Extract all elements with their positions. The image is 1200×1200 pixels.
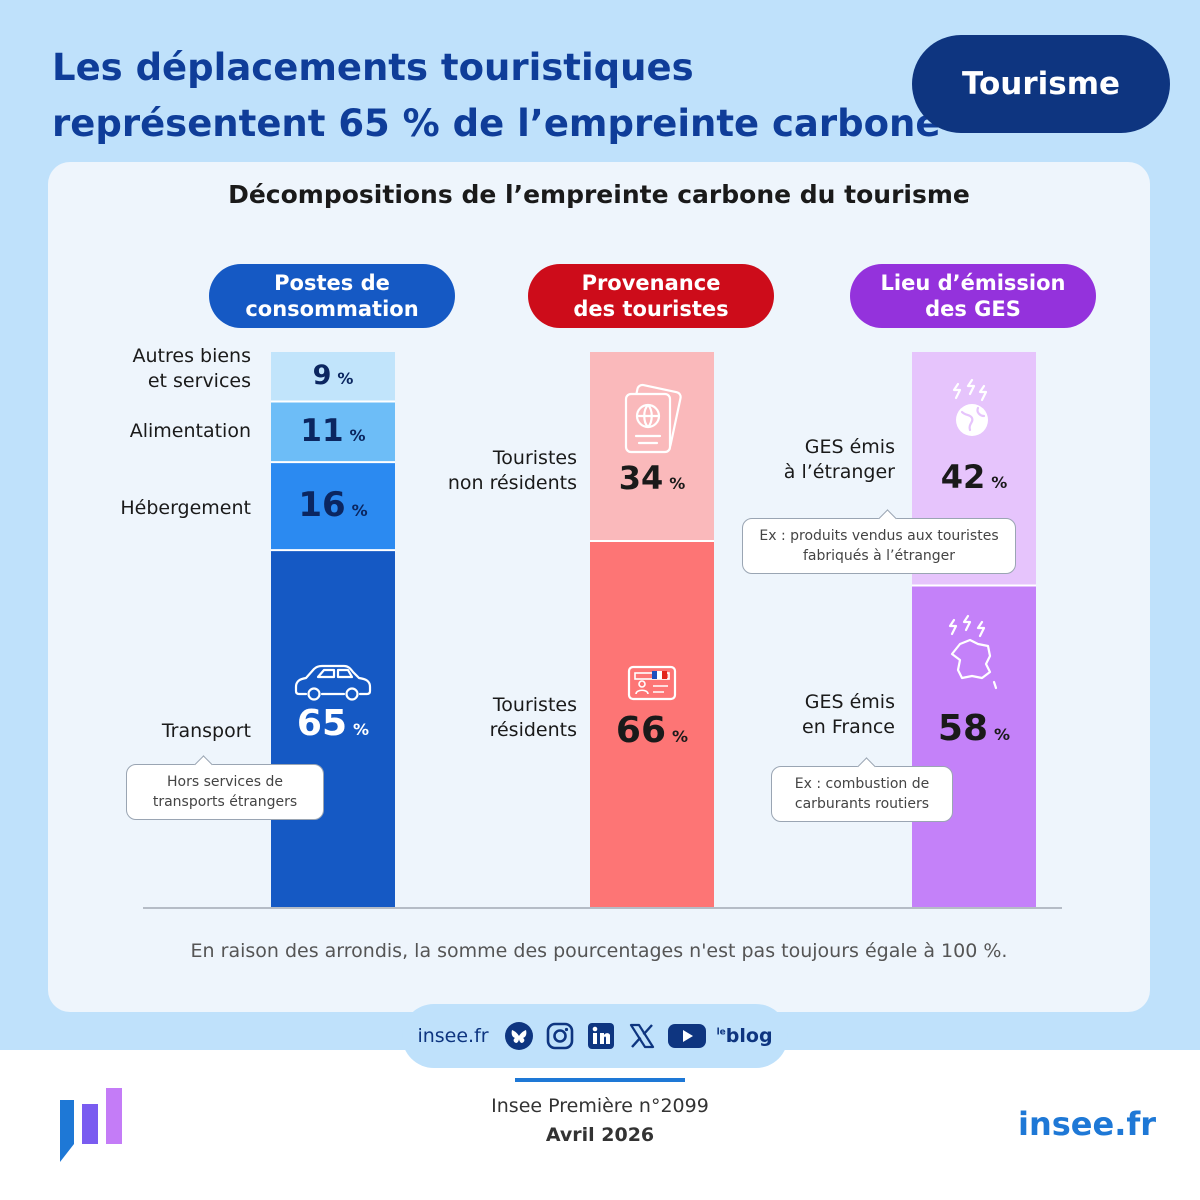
social-site-link[interactable]: insee.fr: [417, 1025, 489, 1047]
category-label-line: et services: [147, 369, 251, 392]
publication-date: Avril 2026: [545, 1124, 655, 1146]
chart-card: Décompositions de l’empreinte carbone du…: [48, 162, 1150, 1012]
value-label-postes-3: 16%: [271, 485, 395, 525]
category-label-line: en France: [802, 715, 895, 738]
note-france-line-1: Ex : combustion de: [794, 776, 930, 792]
publication-info: Insee Première n°2099 Avril 2026: [400, 1092, 800, 1150]
value-number: 34: [618, 458, 664, 497]
category-label-line: Hébergement: [120, 496, 251, 519]
bar-provenance-2: [590, 541, 714, 908]
value-unit: %: [349, 425, 366, 445]
value-number: 65: [296, 703, 348, 745]
note-transport-line-2: transports étrangers: [152, 794, 298, 810]
category-label-line: Touristes: [492, 446, 577, 469]
value-label-provenance-2: 66%: [590, 710, 714, 751]
value-number: 9: [312, 360, 332, 392]
value-unit: %: [672, 726, 689, 746]
value-number: 42: [940, 458, 986, 497]
insee-logo: [60, 1088, 122, 1162]
value-label-postes-4: 65%: [271, 703, 395, 744]
value-number: 16: [298, 485, 346, 526]
note-transport-line-1: Hors services de: [167, 774, 283, 790]
category-label-line: Touristes: [492, 693, 577, 716]
pill-postes-line-1: Postes de: [274, 271, 390, 295]
car-icon: [294, 664, 372, 701]
headline: Les déplacements touristiques représente…: [52, 40, 941, 152]
note-etranger-line-1: Ex : produits vendus aux touristes: [759, 528, 999, 544]
publication-series: Insee Première n°2099: [491, 1095, 709, 1117]
blog-link[interactable]: leblog: [717, 1025, 773, 1047]
france-emissions-icon: [948, 614, 998, 690]
linkedin-icon[interactable]: [586, 1021, 616, 1051]
value-number: 11: [300, 412, 344, 449]
note-france-line-2: carburants routiers: [794, 796, 930, 812]
blog-label: blog: [725, 1025, 773, 1047]
value-label-lieu-1: 42%: [912, 458, 1036, 496]
footnote: En raison des arrondis, la somme des pou…: [190, 940, 1008, 962]
bar-postes-3: [271, 462, 395, 551]
note-ges-france: Ex : combustion de carburants routiers: [771, 766, 953, 822]
id-card-icon: [627, 665, 677, 701]
category-label-line: GES émis: [804, 690, 895, 713]
category-label-postes-3: Hébergement: [120, 496, 251, 521]
category-label-postes-2: Alimentation: [130, 419, 251, 444]
category-label-postes-1: Autres biens et services: [133, 344, 251, 394]
chart-title: Décompositions de l’empreinte carbone du…: [228, 180, 970, 209]
category-label-line: Autres biens: [132, 344, 251, 367]
category-label-line: non résidents: [447, 471, 577, 494]
pill-lieu-emission: Lieu d’émission des GES: [850, 264, 1096, 328]
topic-badge[interactable]: Tourisme: [912, 35, 1170, 133]
pill-lieu-line-1: Lieu d’émission: [880, 271, 1066, 295]
x-icon[interactable]: [627, 1021, 657, 1051]
bar-postes-1: [271, 352, 395, 402]
note-etranger-line-2: fabriqués à l’étranger: [802, 548, 956, 564]
pill-lieu-line-2: des GES: [925, 297, 1021, 321]
headline-line-2: représentent 65 % de l’empreinte carbone: [52, 102, 941, 145]
bar-postes-2: [271, 401, 395, 463]
value-label-postes-2: 11%: [271, 413, 395, 449]
category-label-lieu-2: GES émis en France: [802, 690, 895, 740]
bluesky-icon[interactable]: [504, 1021, 534, 1051]
value-label-lieu-2: 58%: [912, 708, 1036, 749]
value-unit: %: [991, 473, 1008, 493]
value-unit: %: [994, 725, 1011, 745]
bar-lieu-2: [912, 585, 1036, 908]
pill-provenance-line-2: des touristes: [573, 297, 729, 321]
passport-icon: [624, 383, 682, 454]
category-label-line: Alimentation: [129, 420, 251, 443]
pill-postes-line-2: consommation: [245, 297, 419, 321]
globe-emissions-icon: [952, 378, 988, 436]
value-unit: %: [351, 501, 368, 521]
category-label-line: Transport: [161, 720, 251, 742]
category-label-provenance-1: Touristes non résidents: [448, 446, 577, 496]
value-number: 66: [615, 709, 667, 751]
category-label-line: à l’étranger: [783, 461, 895, 484]
category-label-provenance-2: Touristes résidents: [490, 693, 577, 743]
social-bar: insee.fr leblog: [402, 1004, 788, 1068]
category-label-line: résidents: [489, 718, 577, 741]
value-unit: %: [353, 720, 370, 740]
pill-provenance-line-1: Provenance: [581, 271, 721, 295]
youtube-icon[interactable]: [667, 1021, 706, 1051]
pill-postes-consommation: Postes de consommation: [209, 264, 455, 328]
pill-provenance-touristes: Provenance des touristes: [528, 264, 774, 328]
category-label-lieu-1: GES émis à l’étranger: [784, 435, 895, 485]
brand-link[interactable]: insee.fr: [1018, 1105, 1157, 1143]
bar-postes-4: [271, 550, 395, 908]
blog-prefix: le: [716, 1027, 726, 1038]
category-label-line: GES émis: [804, 436, 895, 459]
value-unit: %: [337, 369, 354, 389]
instagram-icon[interactable]: [545, 1021, 575, 1051]
note-ges-etranger: Ex : produits vendus aux touristes fabri…: [742, 518, 1016, 574]
category-label-postes-4: Transport: [162, 719, 251, 744]
publication-rule: [515, 1078, 685, 1082]
headline-line-1: Les déplacements touristiques: [52, 46, 694, 89]
value-number: 58: [937, 708, 989, 750]
value-label-postes-1: 9%: [271, 360, 395, 391]
note-transport: Hors services de transports étrangers: [126, 764, 324, 820]
value-unit: %: [669, 473, 686, 493]
value-label-provenance-1: 34%: [590, 459, 714, 497]
